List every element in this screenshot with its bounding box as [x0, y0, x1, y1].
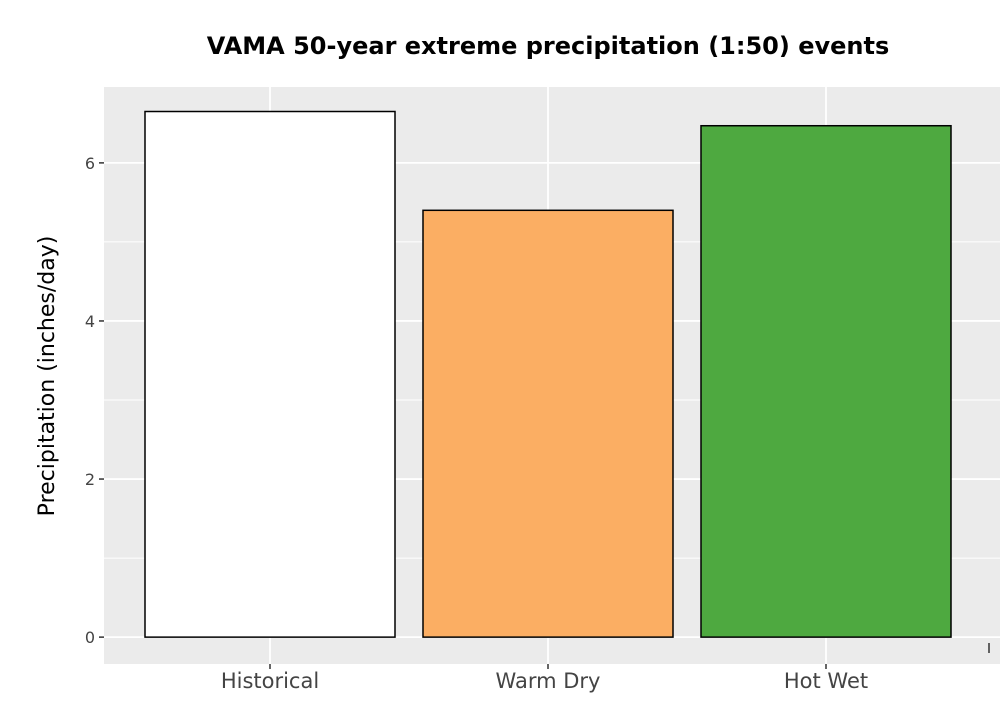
y-axis: 0 2 4 6 [85, 154, 104, 647]
x-tick-label: Hot Wet [784, 669, 868, 693]
bar-historical [144, 110, 396, 638]
y-tick-label: 2 [85, 470, 95, 489]
bar-warm-dry [422, 209, 674, 638]
x-axis: Historical Warm Dry Hot Wet [221, 664, 868, 693]
y-axis-label: Precipitation (inches/day) [35, 236, 60, 517]
bars [144, 110, 952, 638]
x-tick-label: Historical [221, 669, 319, 693]
chart-title: VAMA 50-year extreme precipitation (1:50… [207, 32, 889, 60]
x-tick-label: Warm Dry [496, 669, 601, 693]
y-tick-label: 6 [85, 154, 95, 173]
y-tick-label: 0 [85, 628, 95, 647]
bar-hot-wet [700, 124, 952, 638]
y-tick-label: 4 [85, 312, 95, 331]
